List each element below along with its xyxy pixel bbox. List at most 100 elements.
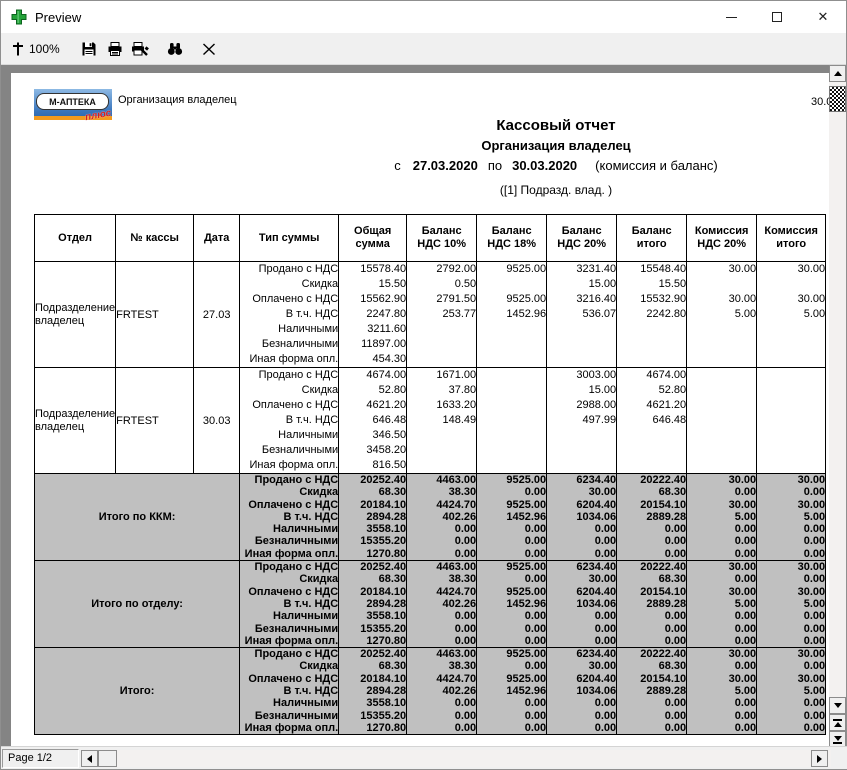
- horizontal-scroll-thumb[interactable]: [98, 750, 117, 767]
- amount-cell: 4674.00 52.80 4621.20 646.48: [616, 367, 688, 474]
- report-title: Кассовый отчет: [496, 117, 616, 134]
- scroll-down-button[interactable]: [829, 697, 846, 714]
- logo-text: М-АПТЕКА: [49, 96, 96, 107]
- amount-cell: 30.00 0.00 30.00 5.00 0.00 0.00 0.00: [756, 560, 827, 649]
- minimize-button[interactable]: [708, 1, 754, 33]
- column-header: Общая сумма: [338, 214, 408, 262]
- status-bar: Page 1/2: [1, 746, 847, 769]
- close-preview-button[interactable]: [198, 37, 220, 61]
- maximize-button[interactable]: [754, 1, 800, 33]
- arrow-left-icon: [87, 754, 92, 763]
- amount-cell: 4674.00 52.80 4621.20 646.48 346.50 3458.20 81…: [338, 367, 408, 474]
- scroll-up-button[interactable]: [829, 65, 846, 82]
- sum-type-labels: Продано с НДС Скидка Оплачено с НДС В т.ч. …: [239, 472, 340, 562]
- amount-cell: 30.00 0.00 30.00 5.00 0.00 0.00 0.00: [756, 647, 827, 736]
- print-button[interactable]: [104, 37, 126, 61]
- amount-cell: 20252.40 68.30 20184.10 2894.28 3558.10 15355…: [338, 560, 408, 649]
- amount-cell: 30.00 30.00 5.00: [686, 261, 758, 368]
- date-cell: 30.03: [193, 367, 241, 474]
- sum-type-labels: Продано с НДС Скидка Оплачено с НДС В т.ч. …: [239, 261, 340, 368]
- amount-cell: 20252.40 68.30 20184.10 2894.28 3558.10 15355…: [338, 647, 408, 736]
- column-header: № кассы: [115, 214, 195, 262]
- amount-cell: 6234.40 30.00 6204.40 1034.06 0.00 0.00 0.00: [546, 472, 618, 562]
- vertical-scrollbar[interactable]: [829, 65, 846, 748]
- amount-cell: 30.00 0.00 30.00 5.00 0.00 0.00 0.00: [686, 472, 758, 562]
- totals-label-cell: Итого по отделу:: [33, 560, 241, 649]
- window-title: Preview: [35, 9, 82, 25]
- amount-cell: 3231.40 15.00 3216.40 536.07: [546, 261, 618, 368]
- horizontal-scrollbar[interactable]: [81, 750, 831, 767]
- data-group-row: Подразделение владелец FRTEST 30.03 Продано…: [33, 367, 827, 474]
- sum-type-labels: Продано с НДС Скидка Оплачено с НДС В т.ч. …: [239, 560, 340, 649]
- amount-cell: 30.00 0.00 30.00 5.00 0.00 0.00 0.00: [686, 560, 758, 649]
- amount-cell: 15548.40 15.50 15532.90 2242.80: [616, 261, 688, 368]
- period-date-to: 30.03.2020: [512, 158, 578, 173]
- minimize-icon: [725, 16, 737, 18]
- column-header: Отдел: [33, 214, 117, 262]
- column-header: Баланс НДС 10%: [406, 214, 478, 262]
- report-subtitle: Организация владелец: [481, 138, 631, 153]
- period-date-from: 27.03.2020: [412, 158, 478, 173]
- arrow-down-icon: [833, 703, 842, 708]
- m-apteka-logo: М-АПТЕКА плюс: [34, 89, 112, 124]
- amount-cell: [476, 367, 548, 474]
- scroll-left-button[interactable]: [81, 750, 98, 767]
- data-group-row: Подразделение владелец FRTEST 27.03 Продано…: [33, 261, 827, 368]
- column-header: Комиссия итого: [756, 214, 827, 262]
- toolbar: 100%: [1, 33, 846, 65]
- save-button[interactable]: [78, 37, 100, 61]
- binoculars-icon: [167, 42, 182, 55]
- vertical-scroll-thumb[interactable]: [829, 86, 846, 112]
- pharmacy-cross-icon: [11, 9, 27, 25]
- close-button[interactable]: ✕: [800, 1, 846, 33]
- period-note: (комиссия и баланс): [595, 158, 718, 173]
- arrow-right-icon: [817, 754, 822, 763]
- amount-cell: 30.00 30.00 5.00: [756, 261, 827, 368]
- amount-cell: 15578.40 15.50 15562.90 2247.80 3211.60 11897…: [338, 261, 408, 368]
- column-header: Баланс НДС 20%: [546, 214, 618, 262]
- period-to-label: по: [487, 158, 503, 173]
- printer-icon: [108, 41, 122, 56]
- date-cell: 27.03: [193, 261, 241, 368]
- measure-tool-button[interactable]: [7, 37, 29, 61]
- title-bar[interactable]: Preview ✕: [1, 1, 846, 33]
- amount-cell: 20252.40 68.30 20184.10 2894.28 3558.10 15355…: [338, 472, 408, 562]
- amount-cell: 6234.40 30.00 6204.40 1034.06 0.00 0.00 0.00: [546, 560, 618, 649]
- amount-cell: 9525.00 9525.00 1452.96: [476, 261, 548, 368]
- zoom-level[interactable]: 100%: [29, 41, 60, 56]
- close-icon: ✕: [817, 9, 829, 24]
- column-header: Баланс НДС 18%: [476, 214, 548, 262]
- print-setup-button[interactable]: [128, 37, 152, 61]
- amount-cell: 4463.00 38.30 4424.70 402.26 0.00 0.00 0.00: [406, 472, 478, 562]
- sum-type-labels: Продано с НДС Скидка Оплачено с НДС В т.ч. …: [239, 367, 340, 474]
- arrow-up-icon: [833, 71, 842, 76]
- dept-cell: Подразделение владелец: [33, 367, 117, 474]
- amount-cell: 1671.00 37.80 1633.20 148.49: [406, 367, 478, 474]
- find-button[interactable]: [164, 37, 186, 61]
- period-from-label: с: [394, 158, 401, 173]
- prior-page-icon: [833, 718, 842, 727]
- table-header-row: Отдел № кассы Дата Тип суммы Общая сумма Бала…: [33, 214, 827, 262]
- printer-setup-icon: [131, 41, 149, 56]
- crosshair-icon: [13, 42, 23, 55]
- totals-label-cell: Итого:: [33, 647, 241, 736]
- logo-script-text: плюс: [83, 107, 112, 124]
- prior-page-button[interactable]: [829, 714, 846, 731]
- amount-cell: 30.00 0.00 30.00 5.00 0.00 0.00 0.00: [756, 472, 827, 562]
- report-filter-line: ([1] Подразд. влад. ): [499, 183, 613, 197]
- close-preview-icon: [202, 42, 215, 55]
- column-header: Комиссия НДС 20%: [686, 214, 758, 262]
- amount-cell: 4463.00 38.30 4424.70 402.26 0.00 0.00 0.00: [406, 560, 478, 649]
- preview-viewport[interactable]: М-АПТЕКА плюс Организация владелец 30.0 …: [1, 65, 831, 748]
- amount-cell: 9525.00 0.00 9525.00 1452.96 0.00 0.00 0.00: [476, 647, 548, 736]
- page-indicator: Page 1/2: [2, 749, 79, 768]
- amount-cell: 20222.40 68.30 20154.10 2889.28 0.00 0.00 0.00: [616, 472, 688, 562]
- totals-row: Итого: Продано с НДС Скидка Оплачено с НДС В…: [33, 647, 827, 736]
- amount-cell: [686, 367, 758, 474]
- scroll-right-button[interactable]: [811, 750, 828, 767]
- report-heading: Кассовый отчет Организация владелец с 27.…: [161, 117, 831, 197]
- amount-cell: 6234.40 30.00 6204.40 1034.06 0.00 0.00 0.00: [546, 647, 618, 736]
- totals-row: Итого по ККМ: Продано с НДС Скидка Оплачено…: [33, 472, 827, 562]
- report-page: М-АПТЕКА плюс Организация владелец 30.0 …: [11, 73, 831, 748]
